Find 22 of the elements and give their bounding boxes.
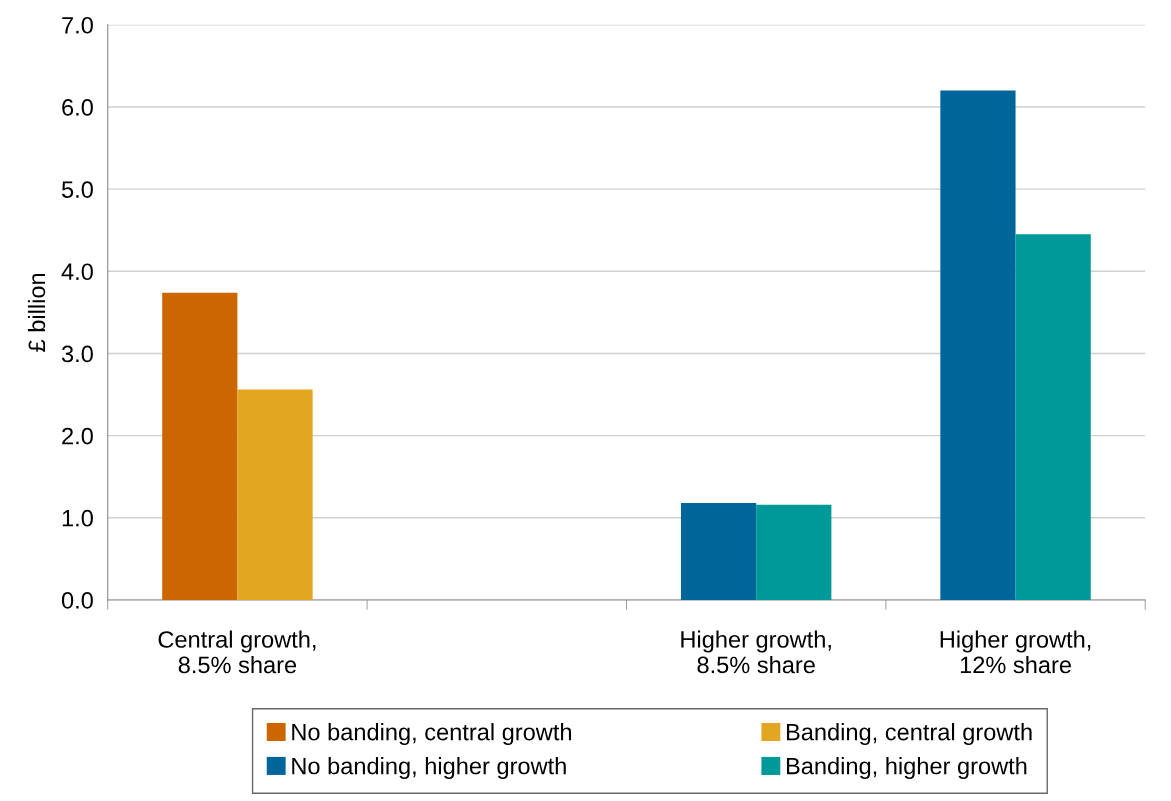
bar	[1015, 234, 1091, 600]
legend-label: Banding, central growth	[786, 723, 1032, 746]
bar	[756, 504, 832, 600]
legend-label: No banding, higher growth	[292, 757, 566, 780]
x-tick-label: Central growth, 8.5% share	[158, 630, 316, 674]
y-tick-label: 0.0	[61, 592, 93, 609]
x-tick-label: Higher growth, 8.5% share	[681, 630, 831, 674]
y-tick-label: 1.0	[62, 509, 93, 527]
x-tick-label: Higher growth, 12% share	[940, 630, 1091, 674]
y-tick-label: 2.0	[62, 427, 93, 445]
bar	[680, 503, 757, 600]
y-axis-title: £ billion	[27, 273, 46, 352]
y-tick-label: 3.0	[61, 345, 93, 363]
y-tick-label: 5.0	[61, 181, 93, 198]
legend-label: No banding, central growth	[292, 723, 572, 746]
legend-label: Banding, higher growth	[786, 757, 1027, 780]
bar	[237, 389, 313, 600]
y-tick-label: 4.0	[61, 263, 93, 281]
bar	[162, 292, 238, 600]
y-tick-label: 7.0	[62, 16, 93, 34]
bar	[940, 90, 1016, 600]
y-tick-label: 6.0	[62, 99, 93, 116]
